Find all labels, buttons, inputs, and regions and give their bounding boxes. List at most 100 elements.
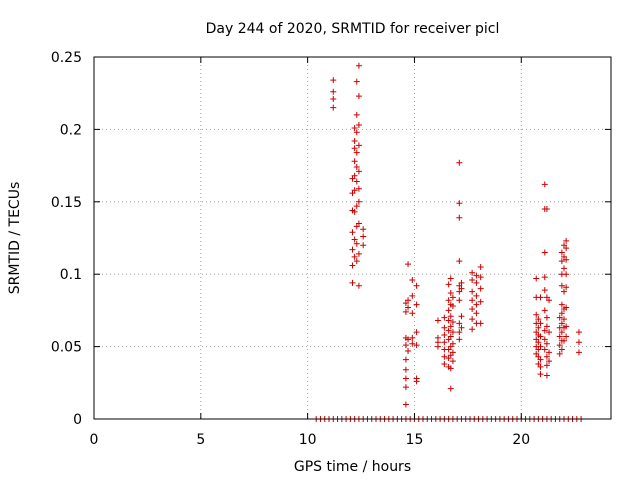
data-point [563,256,570,263]
data-point [543,372,550,379]
data-point [575,329,582,336]
data-point [456,200,463,207]
data-point [477,274,484,281]
data-point [546,329,553,336]
data-point [409,334,416,341]
y-tick-label: 0.25 [51,50,82,66]
data-point [349,246,356,253]
data-point [543,362,550,369]
data-points [313,62,585,422]
data-point [360,233,367,240]
data-point [558,310,565,317]
data-point [355,198,362,205]
data-point [409,310,416,317]
data-point [541,274,548,281]
x-tick-label: 0 [90,432,99,448]
data-point [360,226,367,233]
data-point [541,327,548,334]
data-point [434,343,441,350]
data-point [563,304,570,311]
data-point [541,181,548,188]
y-axis-label: SRMTID / TECUs [7,182,23,295]
data-point [456,297,463,304]
data-point [351,124,358,131]
data-point [543,353,550,360]
x-tick-label: 10 [299,432,317,448]
data-point [353,258,360,265]
data-point [533,311,540,318]
data-point [405,304,412,311]
data-point [543,314,550,321]
data-point [405,336,412,343]
data-point [541,287,548,294]
data-point [541,249,548,256]
data-point [449,340,456,347]
data-point [441,332,448,339]
data-point [558,258,565,265]
data-point [469,305,476,312]
data-point [351,158,358,165]
data-point [556,342,563,349]
data-point [561,265,567,272]
data-point [575,339,582,346]
data-point [563,237,570,244]
x-tick-label: 15 [406,432,424,448]
data-point [456,159,463,166]
data-point [563,271,570,278]
data-point [469,269,476,276]
data-point [445,297,452,304]
data-point [413,282,420,289]
grid-lines [94,57,611,419]
data-point [533,275,540,282]
data-point [413,378,420,385]
data-point [441,339,448,346]
data-point [353,240,360,247]
data-point [469,288,476,295]
data-point [351,253,358,260]
data-point [445,317,452,324]
data-point [355,220,362,227]
x-tick-label: 5 [196,432,205,448]
data-point [330,104,337,111]
data-point [405,261,412,268]
data-point [405,297,412,304]
data-point [546,349,553,356]
data-point [402,384,409,391]
data-point [449,294,456,301]
data-point [349,279,356,286]
data-point [445,281,452,288]
data-point [558,301,565,308]
data-point [535,316,542,323]
data-point [477,285,484,292]
data-point [353,203,360,210]
data-point [556,314,563,321]
data-point [456,329,463,336]
data-point [558,249,565,256]
data-point [558,320,565,327]
data-point [449,358,456,365]
data-point [351,187,358,194]
data-point [473,310,480,317]
data-point [543,323,550,330]
data-point [447,313,454,320]
data-point [458,324,465,331]
data-point [402,342,409,349]
data-point [537,371,544,378]
data-point [456,320,463,327]
data-point [447,323,454,330]
data-point [458,313,465,320]
chart-title: Day 244 of 2020, SRMTID for receiver pic… [206,21,500,37]
data-point [441,314,448,321]
data-point [355,282,362,289]
data-point [355,185,362,192]
data-point [535,324,542,331]
data-point [575,349,582,356]
data-point [556,350,563,357]
data-point [477,263,484,270]
plot-frame [93,56,612,420]
data-point [543,340,550,347]
data-point [351,172,358,179]
y-tick-label: 0.15 [51,195,82,211]
data-point [330,88,337,95]
